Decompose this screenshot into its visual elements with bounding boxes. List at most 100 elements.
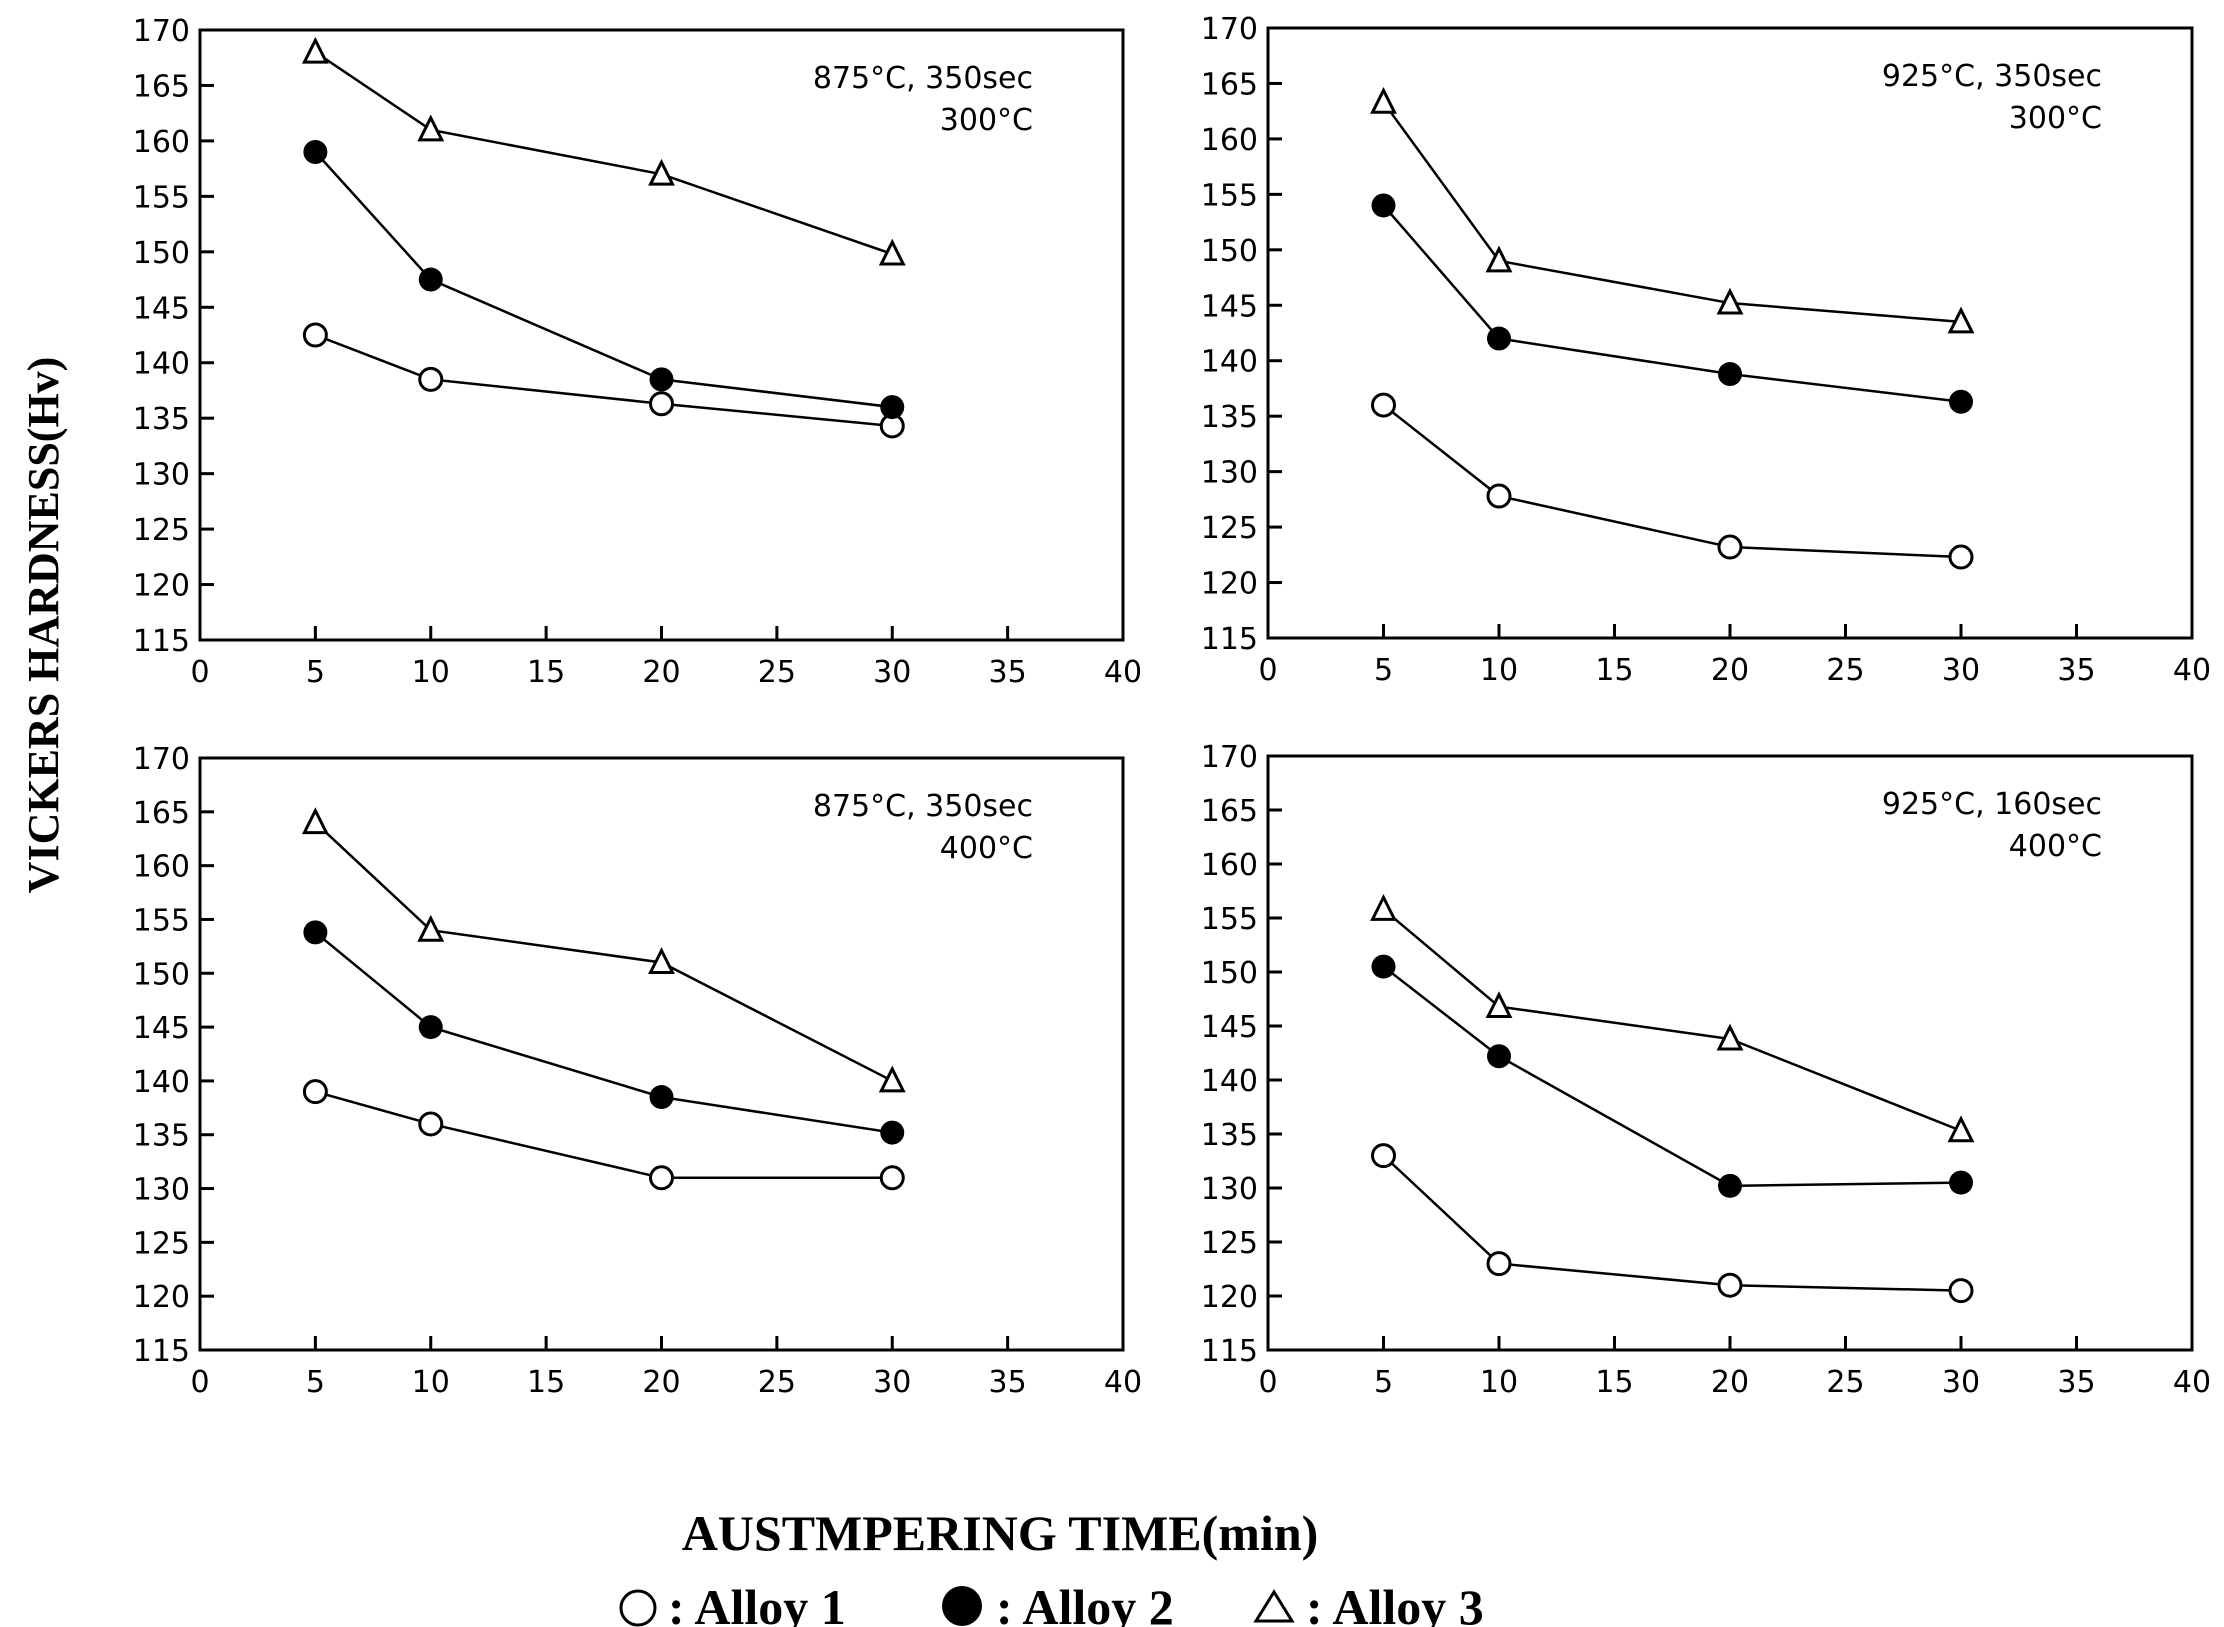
y-tick-label: 165	[133, 69, 190, 104]
x-tick-label: 0	[190, 655, 209, 690]
y-tick-label: 150	[133, 957, 190, 992]
x-tick-label: 15	[1595, 653, 1633, 688]
x-tick-label: 20	[642, 1365, 680, 1400]
y-tick-label: 170	[133, 742, 190, 777]
y-tick-label: 135	[133, 402, 190, 437]
data-point-alloy-1	[1486, 1251, 1512, 1277]
data-point-alloy-3	[301, 807, 329, 835]
series-line-alloy-3	[314, 51, 893, 256]
y-tick-label: 155	[1201, 178, 1258, 213]
y-tick-label: 160	[133, 125, 190, 160]
chart-panel-4: 115 120 125 130 135 140 145 150 155 160 165 170 0 5 10…	[1201, 740, 2211, 1400]
data-point-alloy-1	[302, 322, 328, 348]
y-tick-label: 165	[133, 796, 190, 831]
data-point-alloy-3	[1485, 991, 1513, 1019]
data-point-alloy-3	[878, 1065, 906, 1093]
data-point-alloy-2	[1718, 1173, 1742, 1198]
x-tick-label: 20	[1711, 1365, 1749, 1400]
series-line-alloy-3	[1382, 908, 1962, 1132]
y-tick-label: 165	[1201, 794, 1258, 829]
y-tick-label: 140	[1201, 1064, 1258, 1099]
y-tick-label: 150	[1201, 234, 1258, 269]
y-tick-label: 155	[1201, 902, 1258, 937]
x-tick-label: 20	[1711, 653, 1749, 688]
data-point-alloy-3	[1370, 86, 1397, 114]
y-tick-label: 115	[1201, 1334, 1258, 1369]
y-tick-label: 115	[1201, 622, 1258, 657]
y-tick-label: 130	[133, 458, 190, 493]
legend-filled-circle-marker	[942, 1586, 982, 1626]
series-line-alloy-2	[314, 931, 893, 1134]
x-tick-label: 35	[2057, 1365, 2095, 1400]
x-axis-label: AUSTMPERING TIME(min)	[682, 1505, 1319, 1561]
panel-annotation: 925°C, 160sec	[1882, 787, 2102, 822]
y-tick-label: 170	[133, 14, 190, 49]
x-tick-label: 15	[1595, 1365, 1633, 1400]
data-point-alloy-1	[418, 366, 444, 392]
data-point-alloy-1	[1486, 483, 1512, 509]
series-line-alloy-1	[1382, 1154, 1962, 1292]
y-tick-label: 120	[1201, 567, 1258, 602]
data-point-alloy-2	[880, 395, 905, 420]
x-tick-label: 10	[1480, 1365, 1518, 1400]
x-tick-label: 10	[412, 1365, 450, 1400]
x-tick-label: 20	[642, 655, 680, 690]
data-point-alloy-1	[1371, 1143, 1396, 1169]
y-tick-label: 140	[1201, 345, 1258, 380]
data-point-alloy-2	[880, 1120, 905, 1145]
panel-annotation: 875°C, 350sec	[813, 61, 1033, 96]
series-line-alloy-1	[314, 333, 893, 428]
x-tick-label: 30	[1942, 1365, 1980, 1400]
data-point-alloy-2	[1718, 362, 1742, 387]
y-tick-label: 160	[133, 850, 190, 885]
data-point-alloy-3	[1947, 1115, 1975, 1143]
y-tick-label: 145	[1201, 289, 1258, 324]
x-tick-label: 0	[1258, 653, 1277, 688]
panel-annotation: 300°C	[940, 103, 1033, 138]
y-tick-label: 135	[133, 1119, 190, 1154]
x-tick-label: 40	[2173, 653, 2211, 688]
panel-annotation: 925°C, 350sec	[1882, 59, 2102, 94]
y-tick-label: 120	[1201, 1280, 1258, 1315]
data-point-alloy-1	[649, 391, 674, 417]
x-tick-label: 5	[1374, 1365, 1393, 1400]
y-tick-label: 115	[133, 624, 190, 659]
x-tick-label: 35	[989, 1365, 1027, 1400]
data-point-alloy-2	[1487, 1044, 1511, 1069]
data-point-alloy-2	[649, 367, 674, 392]
data-point-alloy-2	[303, 140, 328, 164]
series-line-alloy-1	[1382, 404, 1962, 559]
data-point-alloy-3	[1947, 306, 1975, 334]
data-point-alloy-3	[417, 914, 445, 942]
data-point-alloy-2	[418, 267, 443, 292]
series-line-alloy-3	[314, 821, 893, 1083]
x-tick-label: 5	[1374, 653, 1393, 688]
y-tick-label: 155	[133, 903, 190, 938]
y-tick-label: 150	[133, 236, 190, 271]
x-tick-label: 15	[527, 1365, 565, 1400]
data-point-alloy-3	[1716, 1023, 1744, 1051]
data-point-alloy-2	[1949, 389, 1973, 414]
legend: : Alloy 1 : Alloy 2 : Alloy 3	[619, 1579, 1484, 1627]
data-point-alloy-2	[1371, 954, 1396, 979]
data-point-alloy-1	[879, 1165, 905, 1191]
y-tick-label: 165	[1201, 67, 1258, 102]
data-point-alloy-1	[1948, 544, 1974, 570]
panel-annotation: 400°C	[2009, 829, 2102, 864]
x-tick-label: 35	[989, 655, 1027, 690]
data-point-alloy-1	[1717, 534, 1743, 560]
y-tick-label: 125	[133, 513, 190, 548]
y-tick-label: 125	[133, 1226, 190, 1261]
data-point-alloy-3	[1485, 245, 1513, 273]
series-line-alloy-3	[1382, 101, 1962, 324]
y-tick-label: 150	[1201, 956, 1258, 991]
data-point-alloy-3	[301, 36, 329, 64]
series-line-alloy-2	[1382, 204, 1962, 404]
y-tick-label: 145	[133, 291, 190, 326]
data-point-alloy-2	[418, 1015, 443, 1040]
x-tick-label: 10	[1480, 653, 1518, 688]
chart-panel-1: 115 120 125 130 135 140 145 150 155 160 165 170 0 5 10…	[133, 14, 1142, 690]
series-line-alloy-1	[315, 1090, 893, 1180]
